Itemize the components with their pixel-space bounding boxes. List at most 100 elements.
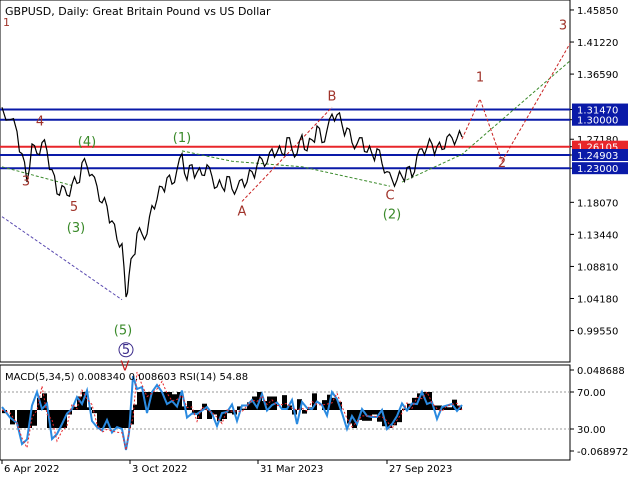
macd-histogram-bar (282, 395, 287, 410)
macd-histogram-bar (22, 410, 27, 428)
level-price-label: 1.23000 (577, 164, 618, 175)
wave-label: (1) (173, 131, 191, 146)
wave-label: 2 (498, 156, 506, 171)
macd-histogram-bar (227, 410, 232, 414)
macd-histogram-bar (32, 410, 37, 426)
wave-label: 5 (122, 343, 130, 358)
timeframe-label: Daily: (58, 5, 89, 18)
forecast-line (401, 60, 571, 183)
macd-histogram-bar (427, 392, 432, 410)
date-tick-label: 31 Mar 2023 (260, 464, 323, 475)
price-tick-label: 1.41220 (577, 38, 618, 49)
date-tick-label: 27 Sep 2023 (389, 464, 452, 475)
wave-guide-line (1, 166, 73, 186)
macd-histogram-bar (442, 406, 447, 410)
macd-histogram-bar (312, 393, 317, 410)
level-price-label: 1.26105 (577, 143, 618, 154)
price-tick-label: 1.45850 (577, 6, 618, 17)
level-price-box (572, 103, 628, 116)
macd-histogram-bar (332, 397, 337, 410)
macd-histogram-bar (137, 392, 142, 410)
level-price-box (572, 149, 628, 162)
indicator-tick-label: -0.068972 (577, 447, 628, 458)
price-line (1, 107, 463, 298)
indicator-tick-label: 30.00 (577, 425, 606, 436)
macd-histogram-bar (42, 393, 47, 410)
macd-histogram-bar (92, 410, 97, 414)
wave-label: 4 (36, 114, 44, 129)
macd-histogram-bar (122, 410, 127, 428)
macd-histogram-bar (322, 400, 327, 410)
wave-label: 3 (559, 19, 567, 34)
wave-label: (2) (383, 208, 401, 223)
wave-label: B (328, 89, 337, 104)
main-panel (0, 0, 571, 363)
level-price-box (572, 113, 628, 126)
macd-histogram-bar (362, 410, 367, 421)
rsi-line (1, 375, 463, 451)
wave-label: 1 (476, 71, 484, 86)
macd-histogram-bar (372, 410, 377, 415)
macd-histogram-bar (77, 396, 82, 410)
macd-histogram-bar (167, 392, 172, 410)
wave-guide-line (1, 216, 123, 301)
macd-histogram-bar (297, 399, 302, 410)
macd-histogram-bar (402, 408, 407, 410)
macd-histogram-bar (417, 393, 422, 410)
price-tick-label: 0.99550 (577, 327, 618, 338)
macd-histogram-bar (82, 392, 87, 410)
indicator-title: MACD(5,34,5) 0.008340 0.008603 RSI(14) 5… (5, 372, 248, 383)
macd-signal-line (1, 371, 463, 451)
chart-title: GBPUSD, Daily: Great Britain Pound vs US… (5, 5, 271, 18)
macd-histogram-bar (212, 410, 217, 415)
macd-histogram-bar (152, 392, 157, 410)
macd-histogram-bar (52, 410, 57, 428)
level-price-label: 1.31470 (577, 106, 618, 117)
price-series (1, 107, 463, 298)
date-tick-label: 3 Oct 2022 (132, 464, 187, 475)
indicator-tick-label: 70.00 (577, 388, 606, 399)
macd-histogram-bar (102, 410, 107, 428)
macd-histogram-bar (72, 406, 77, 410)
wave-label: V (121, 359, 130, 374)
macd-histogram-bar (133, 404, 138, 410)
macd-histogram-bar (192, 410, 197, 414)
macd-histogram-bar (437, 405, 442, 410)
level-lines (0, 108, 570, 170)
macd-histogram-bar (197, 410, 202, 419)
macd-histogram-bar (129, 410, 134, 425)
macd-histogram-bar (367, 410, 372, 421)
date-tick-label: 6 Apr 2022 (4, 464, 59, 475)
corner-label: 1 (3, 16, 10, 29)
macd-histogram-bar (377, 410, 382, 422)
macd-histogram-bar (452, 399, 457, 410)
wave-label-circle (118, 342, 134, 358)
macd-histogram-bar (17, 410, 22, 428)
macd-histogram-bar (387, 410, 392, 428)
price-axis: 1.458501.412201.365901.314701.300001.271… (570, 6, 628, 338)
forecast-line (461, 43, 571, 163)
macd-histogram-bar (422, 392, 427, 410)
macd-histogram-bar (107, 410, 112, 428)
macd-histogram-bar (57, 410, 62, 428)
level-price-box (572, 162, 628, 175)
level-price-label: 1.30000 (577, 116, 618, 127)
macd-histogram-bar (242, 408, 247, 410)
macd-histogram-bar (392, 410, 397, 426)
macd-histogram-bar (267, 396, 272, 410)
price-tick-label: 1.04180 (577, 295, 618, 306)
price-tick-label: 1.08810 (577, 262, 618, 273)
macd-histogram-bar (447, 407, 452, 410)
macd-histogram-bar (187, 401, 192, 410)
level-price-label: 1.24903 (577, 151, 618, 162)
macd-histogram-bar (202, 403, 207, 410)
forecast-lines (1, 43, 571, 301)
macd-histogram-bar (112, 410, 117, 428)
wave-label: (5) (114, 323, 132, 338)
symbol-label: GBPUSD (5, 5, 51, 18)
date-axis: 6 Apr 2022 3 Oct 2022 31 Mar 2023 27 Sep 20… (1, 460, 452, 475)
macd-histogram-bar (302, 410, 307, 414)
indicator-plot: 0.048688 70.00 30.00 -0.068972 (0, 366, 628, 458)
macd-histogram-bar (162, 392, 167, 410)
